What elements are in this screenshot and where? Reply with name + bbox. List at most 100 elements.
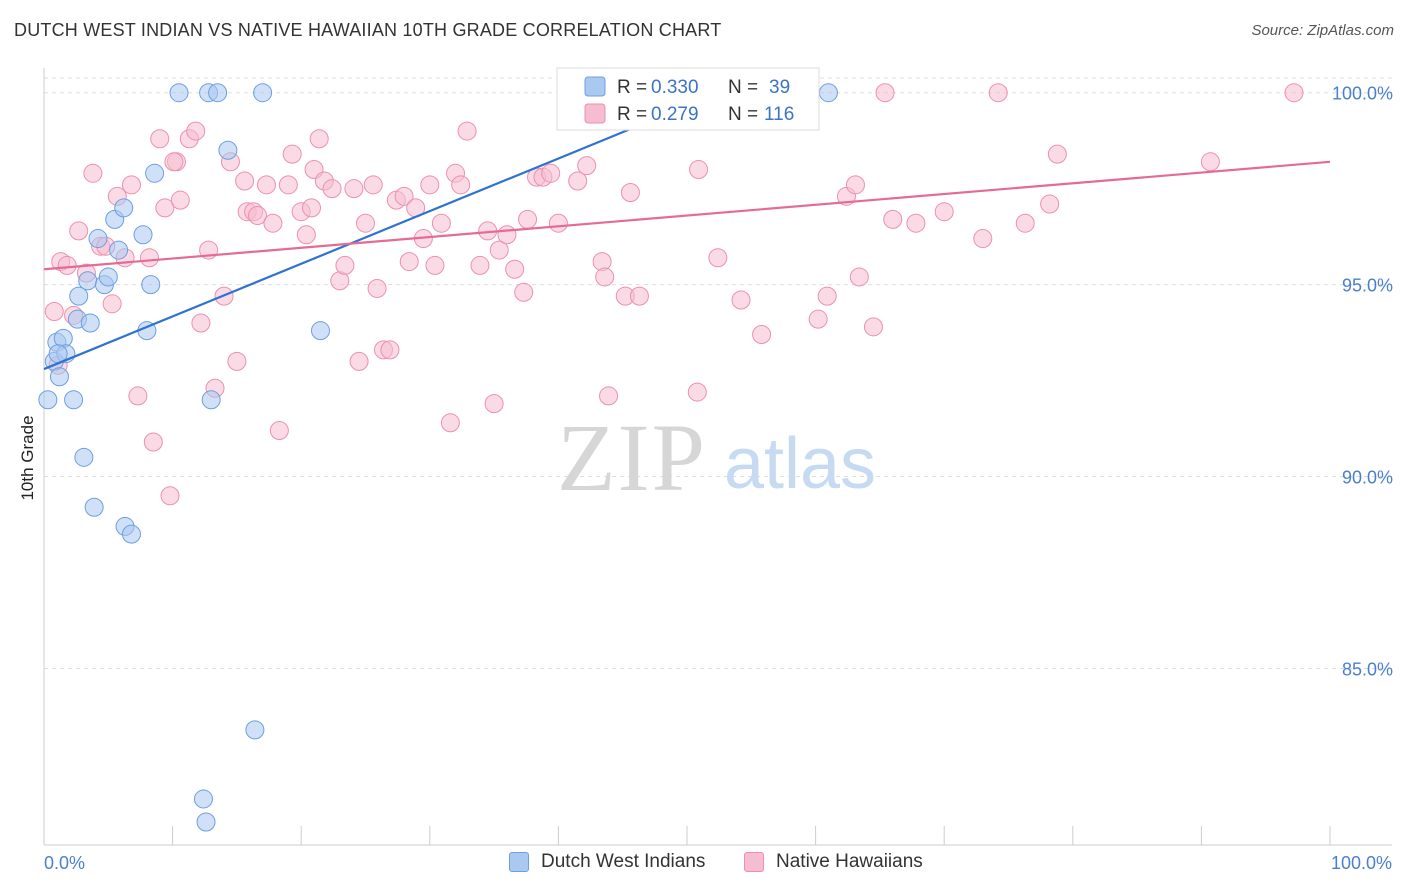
legend-r-label-pink: R = bbox=[617, 104, 647, 125]
data-point bbox=[139, 248, 159, 268]
data-point bbox=[150, 129, 170, 149]
data-point bbox=[599, 386, 619, 406]
legend-swatch-dutch-west-indians bbox=[509, 852, 529, 872]
data-point bbox=[577, 156, 597, 176]
legend-swatch-pink bbox=[584, 103, 606, 124]
legend-item-native-hawaiians: Native Hawaiians bbox=[744, 851, 923, 873]
data-point bbox=[44, 301, 64, 321]
data-point bbox=[245, 720, 265, 740]
data-point bbox=[399, 252, 419, 272]
y-tick-labels: 85.0% 90.0% 95.0% 100.0% bbox=[1332, 84, 1393, 680]
data-point bbox=[74, 447, 94, 467]
data-point bbox=[141, 275, 161, 295]
data-point bbox=[367, 278, 387, 298]
watermark-atlas: atlas bbox=[724, 424, 876, 504]
y-tick-label: 95.0% bbox=[1342, 276, 1393, 296]
data-point bbox=[1047, 144, 1067, 164]
x-tick-label-max: 100.0% bbox=[1331, 853, 1392, 873]
data-point bbox=[689, 159, 709, 179]
data-point bbox=[278, 175, 298, 195]
data-point bbox=[38, 390, 58, 410]
data-point bbox=[356, 213, 375, 233]
data-point bbox=[201, 390, 221, 410]
data-point bbox=[282, 144, 302, 164]
data-point bbox=[160, 486, 180, 506]
data-point bbox=[394, 186, 414, 206]
data-point bbox=[78, 271, 98, 291]
data-point bbox=[301, 198, 321, 218]
data-point bbox=[1200, 152, 1220, 172]
gridlines bbox=[44, 77, 1392, 669]
data-point bbox=[518, 209, 538, 229]
data-point bbox=[164, 152, 184, 172]
data-point bbox=[431, 213, 451, 233]
dutch-west-indians-points bbox=[38, 83, 838, 832]
data-point bbox=[256, 175, 276, 195]
legend-r-value-pink: 0.279 bbox=[651, 104, 699, 125]
data-point bbox=[309, 129, 329, 149]
data-point bbox=[1040, 194, 1060, 214]
data-point bbox=[1284, 83, 1304, 103]
data-point bbox=[629, 286, 649, 306]
legend-n-value-blue: 39 bbox=[769, 77, 790, 98]
data-point bbox=[541, 163, 561, 183]
data-point bbox=[186, 121, 206, 141]
data-point bbox=[196, 812, 216, 832]
data-point bbox=[752, 325, 772, 345]
data-point bbox=[269, 420, 289, 440]
data-point bbox=[973, 229, 993, 249]
legend-top: R = 0.330 N = 39 R = 0.279 N = 116 bbox=[556, 67, 820, 131]
data-point bbox=[420, 175, 440, 195]
data-point bbox=[247, 206, 267, 226]
data-point bbox=[934, 202, 954, 222]
watermark: ZIP atlas bbox=[557, 404, 876, 511]
data-point bbox=[69, 221, 89, 241]
legend-n-label-pink: N = bbox=[728, 104, 758, 125]
data-point bbox=[84, 497, 104, 517]
source-label: Source: ZipAtlas.com bbox=[1251, 22, 1394, 39]
data-point bbox=[818, 83, 838, 103]
data-point bbox=[208, 83, 228, 103]
axes bbox=[43, 68, 1392, 846]
data-point bbox=[191, 313, 211, 333]
y-tick-label: 85.0% bbox=[1342, 659, 1393, 679]
data-point bbox=[155, 198, 175, 218]
legend-label-native-hawaiians: Native Hawaiians bbox=[776, 851, 923, 872]
data-point bbox=[817, 286, 837, 306]
data-point bbox=[64, 390, 84, 410]
data-point bbox=[457, 121, 477, 141]
data-point bbox=[344, 179, 364, 199]
y-tick-label: 90.0% bbox=[1342, 468, 1393, 488]
data-point bbox=[425, 255, 445, 275]
legend-swatch-blue bbox=[584, 76, 606, 97]
data-point bbox=[296, 225, 316, 245]
data-point bbox=[548, 213, 568, 233]
data-point bbox=[114, 198, 134, 218]
data-point bbox=[988, 83, 1008, 103]
watermark-zip: ZIP bbox=[557, 404, 707, 511]
legend-r-value-blue: 0.330 bbox=[651, 77, 699, 98]
data-point bbox=[620, 183, 640, 202]
data-point bbox=[69, 286, 89, 306]
data-point bbox=[145, 163, 165, 183]
data-point bbox=[49, 367, 69, 387]
data-point bbox=[470, 255, 490, 275]
data-point bbox=[731, 290, 751, 310]
legend-item-dutch-west-indians: Dutch West Indians bbox=[509, 851, 705, 873]
data-point bbox=[883, 209, 903, 229]
data-point bbox=[310, 321, 330, 341]
legend-r-label-blue: R = bbox=[617, 77, 647, 98]
data-point bbox=[451, 175, 471, 195]
trendlines bbox=[43, 91, 1331, 371]
y-tick-label: 100.0% bbox=[1332, 84, 1393, 104]
data-point bbox=[253, 83, 273, 103]
legend-n-label-blue: N = bbox=[728, 77, 758, 98]
data-point bbox=[83, 163, 103, 183]
data-point bbox=[121, 175, 141, 195]
legend-label-dutch-west-indians: Dutch West Indians bbox=[541, 851, 706, 872]
data-point bbox=[349, 351, 369, 371]
data-point bbox=[687, 382, 707, 402]
legend-swatch-native-hawaiians bbox=[744, 852, 764, 872]
data-point bbox=[484, 394, 504, 414]
data-point bbox=[169, 83, 189, 103]
